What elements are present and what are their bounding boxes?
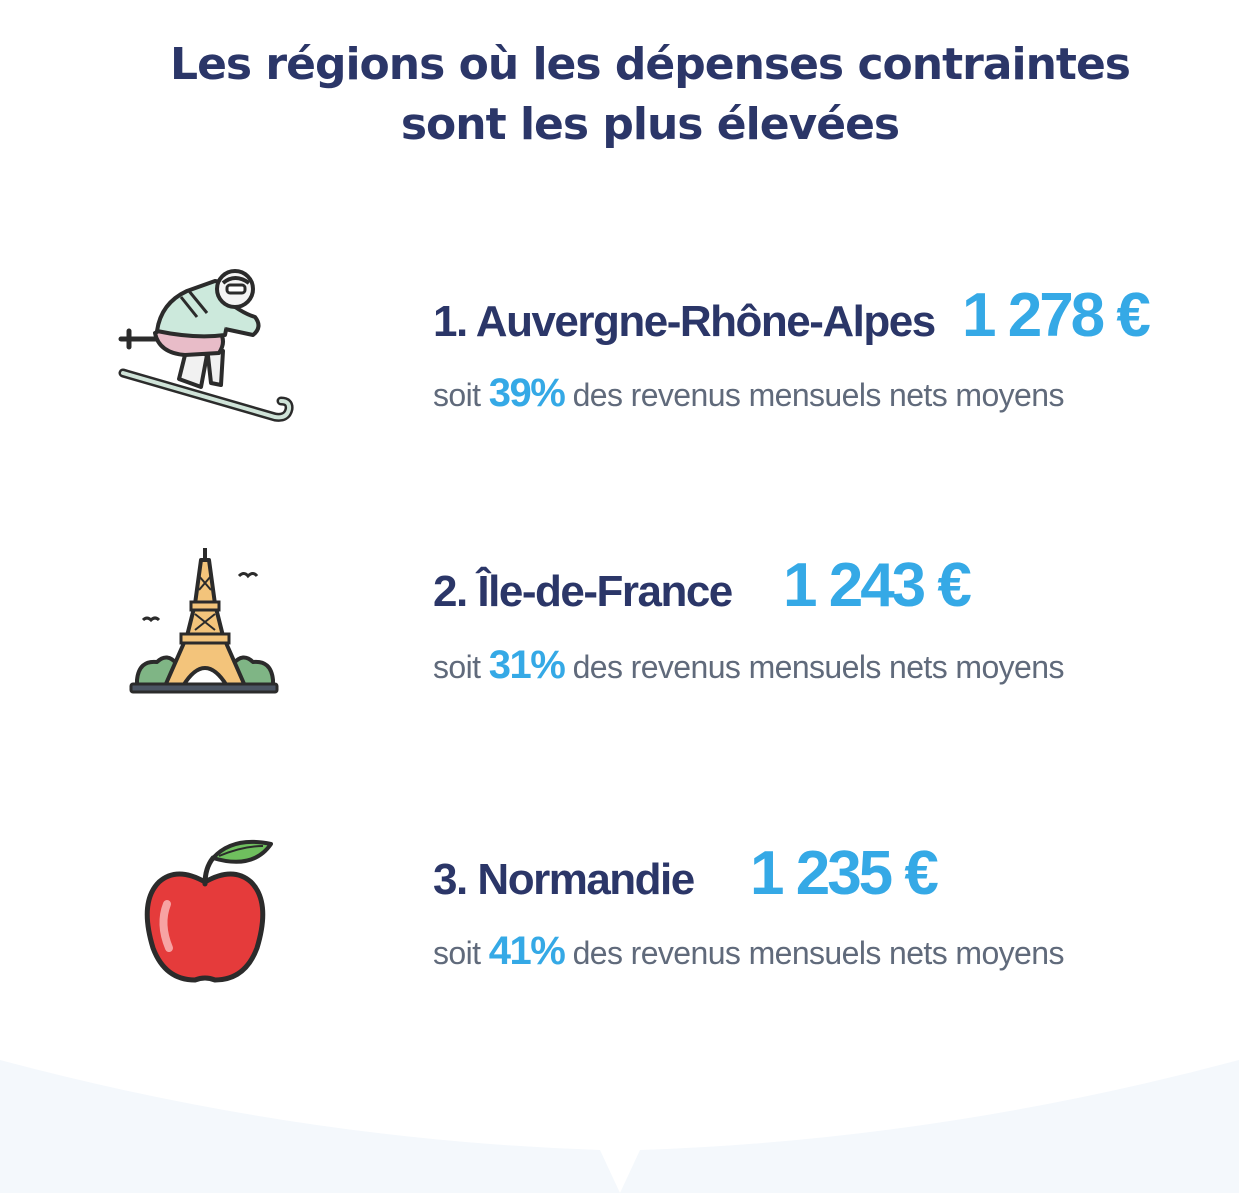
percent-value: 41% [488, 929, 566, 973]
title-line-2: sont les plus élevées [400, 99, 900, 151]
region-subline: soit 39% des revenus mensuels nets moyen… [433, 371, 1064, 416]
region-amount: 1 243 € [783, 551, 972, 620]
region-amount: 1 278 € [962, 281, 1151, 350]
prefix-text: soit [433, 935, 481, 971]
region-subline: soit 31% des revenus mensuels nets moyen… [433, 643, 1064, 688]
eiffel-tower-icon [115, 540, 295, 720]
suffix-text: des revenus mensuels nets moyens [572, 935, 1065, 971]
region-amount: 1 235 € [750, 839, 939, 908]
page-title: Les régions où les dépenses contraintes … [0, 35, 1239, 155]
region-name: 3. Normandie [433, 855, 695, 904]
region-subline: soit 41% des revenus mensuels nets moyen… [433, 929, 1064, 974]
percent-value: 31% [488, 643, 566, 687]
prefix-text: soit [433, 649, 481, 685]
suffix-text: des revenus mensuels nets moyens [572, 649, 1065, 685]
suffix-text: des revenus mensuels nets moyens [572, 377, 1065, 413]
skier-icon [115, 255, 295, 435]
title-line-1: Les régions où les dépenses contraintes [170, 39, 1131, 91]
percent-value: 39% [488, 371, 566, 415]
apple-icon [115, 830, 295, 1010]
prefix-text: soit [433, 377, 481, 413]
region-name: 1. Auvergne-Rhône-Alpes [433, 297, 936, 346]
bottom-decoration [0, 1040, 1239, 1193]
region-name: 2. Île-de-France [433, 567, 733, 616]
